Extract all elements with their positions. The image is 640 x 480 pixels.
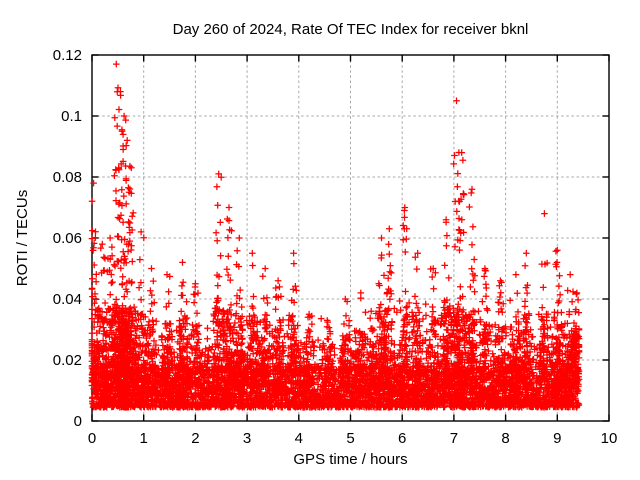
x-tick-label: 6 <box>398 430 406 447</box>
y-tick-label: 0.12 <box>53 47 82 64</box>
x-tick-label: 5 <box>346 430 354 447</box>
x-tick-label: 9 <box>553 430 561 447</box>
x-tick-label: 0 <box>88 430 96 447</box>
y-tick-label: 0.08 <box>53 169 82 186</box>
x-tick-label: 7 <box>450 430 458 447</box>
x-tick-label: 1 <box>140 430 148 447</box>
y-tick-label: 0.02 <box>53 352 82 369</box>
y-tick-label: 0 <box>74 413 82 430</box>
x-axis-label: GPS time / hours <box>293 451 408 468</box>
scatter-points <box>88 60 583 411</box>
x-tick-label: 8 <box>501 430 509 447</box>
x-tick-label: 4 <box>295 430 303 447</box>
chart-title: Day 260 of 2024, Rate Of TEC Index for r… <box>172 21 529 38</box>
x-tick-label: 10 <box>601 430 618 447</box>
y-tick-label: 0.1 <box>61 108 82 125</box>
y-tick-label: 0.06 <box>53 230 82 247</box>
x-tick-label: 3 <box>243 430 251 447</box>
x-tick-label: 2 <box>191 430 199 447</box>
y-tick-label: 0.04 <box>53 291 82 308</box>
